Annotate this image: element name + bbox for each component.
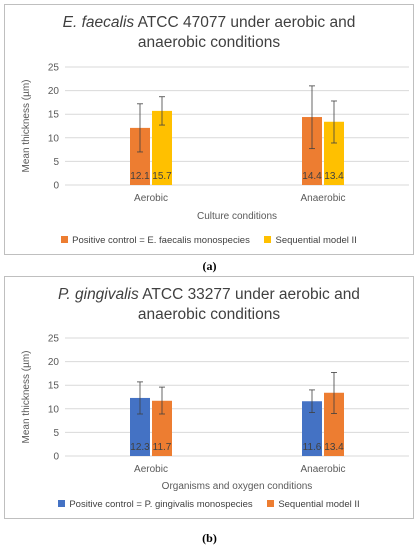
chart-title-line1: ATCC 33277 under aerobic and [138,286,360,303]
y-tick-label: 25 [48,334,60,345]
legend-label: Positive control = P. gingivalis monospe… [69,499,253,510]
chart-title: P. gingivalis ATCC 33277 under aerobic a… [5,285,413,325]
y-tick-label: 25 [48,63,60,74]
chart-panel-a: E. faecalis ATCC 47077 under aerobic and… [4,4,414,255]
data-label: 13.4 [324,442,344,453]
data-label: 13.4 [324,171,344,182]
y-tick-label: 10 [48,133,60,144]
chart-title: E. faecalis ATCC 47077 under aerobic and… [5,13,413,53]
bar [324,392,344,456]
data-label: 11.7 [153,442,172,453]
y-axis-label: Mean thickness (µm) [21,79,32,172]
x-tick-label: Aerobic [134,464,168,475]
legend-item-positive-control: Positive control = E. faecalis monospeci… [61,235,250,246]
bar [324,121,344,185]
y-tick-label: 20 [48,86,60,97]
bar-chart-b: 0 5 10 15 20 25 12.3 11.7 Aerobic 11.6 13.4 Anaerob… [21,334,409,492]
y-tick-label: 15 [48,381,60,392]
x-axis-label: Culture conditions [197,211,277,222]
legend-a: Positive control = E. faecalis monospeci… [5,235,413,246]
x-axis-label: Organisms and oxygen conditions [162,481,313,492]
chart-title-line2: anaerobic conditions [137,34,281,51]
caption-a: (a) [202,259,217,273]
data-label: 12.3 [130,442,150,453]
y-tick-label: 0 [53,181,59,192]
bar [302,117,322,185]
legend-b: Positive control = P. gingivalis monospe… [5,499,413,510]
bar [302,401,322,456]
y-tick-label: 10 [48,404,60,415]
legend-item-positive-control: Positive control = P. gingivalis monospe… [58,499,253,510]
legend-swatch [58,499,66,507]
legend-item-sequential-model: Sequential model II [264,235,357,246]
legend-item-sequential-model: Sequential model II [267,499,360,510]
chart-title-line1: ATCC 47077 under aerobic and [134,14,356,31]
bar [130,127,150,185]
y-axis-label: Mean thickness (µm) [21,350,32,443]
data-label: 14.4 [302,171,322,182]
legend-label: Sequential model II [278,499,360,510]
y-tick-label: 20 [48,357,60,368]
y-tick-label: 5 [53,428,59,439]
legend-swatch [267,499,275,507]
legend-swatch [61,235,69,243]
chart-title-organism: E. faecalis [62,14,135,31]
y-tick-label: 5 [53,157,59,168]
bar [152,400,172,456]
legend-swatch [264,235,272,243]
bar-chart-a: 0 5 10 15 20 25 12.1 15.7 Aerobic 14.4 13.4 Anaerob… [21,63,409,222]
legend-label: Sequential model II [275,235,357,246]
x-tick-label: Anaerobic [300,193,345,204]
y-tick-label: 0 [53,452,59,463]
legend-label: Positive control = E. faecalis monospeci… [72,235,250,246]
chart-panel-b: P. gingivalis ATCC 33277 under aerobic a… [4,276,414,519]
y-tick-label: 15 [48,110,60,121]
x-tick-label: Anaerobic [300,464,345,475]
chart-title-line2: anaerobic conditions [137,306,281,323]
bar [152,110,172,185]
chart-title-organism: P. gingivalis [58,286,139,303]
data-label: 12.1 [130,171,150,182]
data-label: 15.7 [152,171,172,182]
bar [130,397,150,456]
data-label: 11.6 [303,442,322,453]
caption-b: (b) [202,531,217,545]
x-tick-label: Aerobic [134,193,168,204]
